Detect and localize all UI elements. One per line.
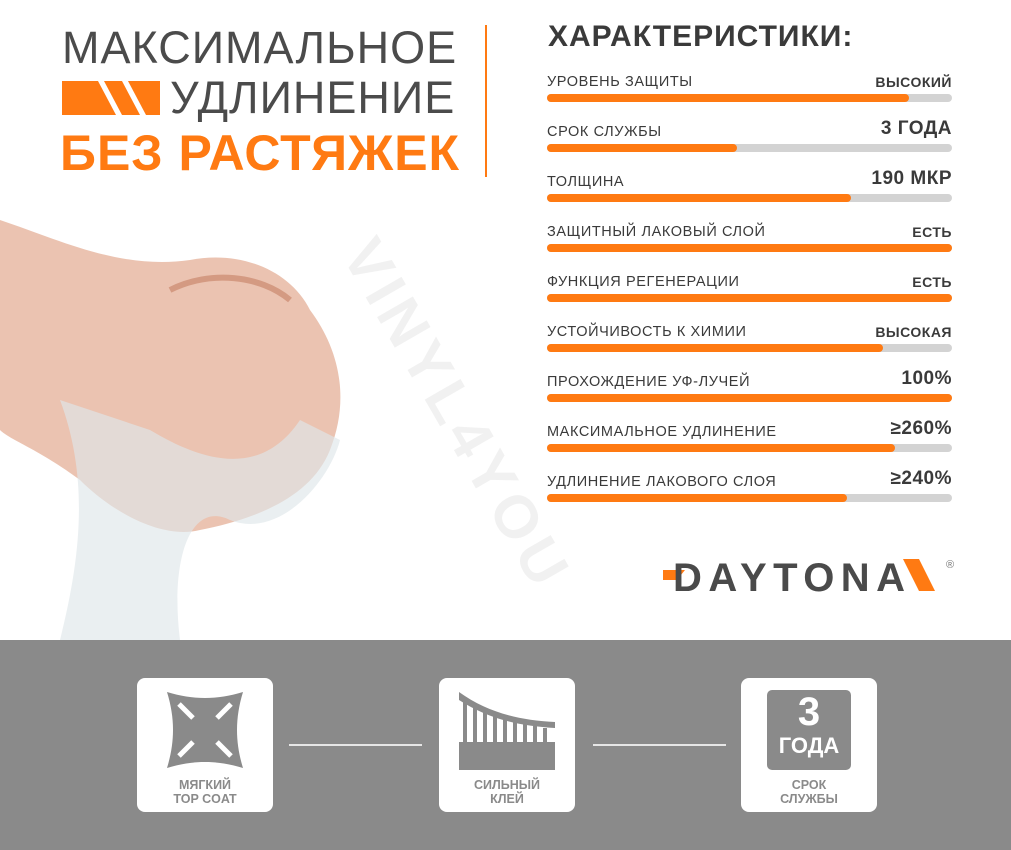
feature-caption: КЛЕЙ bbox=[490, 792, 524, 806]
stretch-arrows-icon bbox=[167, 692, 243, 768]
characteristic-row: СРОК СЛУЖБЫ 3 ГОДА bbox=[547, 112, 952, 152]
feature-caption: МЯГКИЙ bbox=[178, 778, 232, 792]
level-bar bbox=[547, 194, 952, 202]
level-bar-fill bbox=[547, 444, 896, 452]
connector-line bbox=[593, 744, 726, 746]
daytona-logo: DAYTONA ® bbox=[663, 556, 963, 600]
level-bar bbox=[547, 494, 952, 502]
badge-number: 3 bbox=[797, 690, 821, 734]
level-bar-fill bbox=[547, 94, 910, 102]
characteristic-row: ПРОХОЖДЕНИЕ УФ-ЛУЧЕЙ 100% bbox=[547, 362, 952, 402]
characteristic-value: 190 МКР bbox=[871, 168, 952, 189]
level-bar-fill bbox=[547, 494, 847, 502]
headline-line3: БЕЗ РАСТЯЖЕК bbox=[60, 125, 461, 181]
headline-line2: УДЛИНЕНИЕ bbox=[170, 72, 456, 123]
hand-image bbox=[0, 220, 341, 640]
characteristic-value: 100% bbox=[901, 368, 952, 389]
characteristic-value: ЕСТЬ bbox=[912, 274, 952, 290]
characteristic-value: ≥240% bbox=[890, 468, 952, 489]
logo-text: DAYTONA bbox=[673, 556, 905, 596]
level-bar bbox=[547, 244, 952, 252]
level-bar-fill bbox=[547, 394, 952, 402]
characteristic-label: ЗАЩИТНЫЙ ЛАКОВЫЙ СЛОЙ bbox=[547, 224, 766, 240]
level-bar bbox=[547, 394, 952, 402]
characteristic-label: ПРОХОЖДЕНИЕ УФ-ЛУЧЕЙ bbox=[547, 374, 751, 390]
feature-card-strong-adhesive: СИЛЬНЫЙ КЛЕЙ bbox=[439, 678, 575, 812]
stripes-icon bbox=[62, 81, 160, 115]
characteristic-label: МАКСИМАЛЬНОЕ УДЛИНЕНИЕ bbox=[547, 424, 777, 440]
characteristic-value: ВЫСОКАЯ bbox=[875, 324, 952, 340]
level-bar-fill bbox=[547, 144, 738, 152]
characteristic-row: ЗАЩИТНЫЙ ЛАКОВЫЙ СЛОЙ ЕСТЬ bbox=[547, 212, 952, 252]
level-bar bbox=[547, 444, 952, 452]
characteristic-row: УДЛИНЕНИЕ ЛАКОВОГО СЛОЯ ≥240% bbox=[547, 462, 952, 502]
characteristic-label: ФУНКЦИЯ РЕГЕНЕРАЦИИ bbox=[547, 274, 740, 290]
characteristics-title: ХАРАКТЕРИСТИКИ: bbox=[548, 20, 854, 53]
characteristic-row: ФУНКЦИЯ РЕГЕНЕРАЦИИ ЕСТЬ bbox=[547, 262, 952, 302]
adhesive-icon bbox=[459, 692, 555, 770]
characteristic-value: ВЫСОКИЙ bbox=[875, 74, 952, 90]
characteristic-value: ≥260% bbox=[890, 418, 952, 439]
level-bar bbox=[547, 144, 952, 152]
divider bbox=[485, 25, 487, 177]
registered-mark: ® bbox=[946, 559, 954, 571]
characteristic-label: СРОК СЛУЖБЫ bbox=[547, 124, 662, 140]
characteristic-row: УРОВЕНЬ ЗАЩИТЫ ВЫСОКИЙ bbox=[547, 62, 952, 102]
characteristic-row: МАКСИМАЛЬНОЕ УДЛИНЕНИЕ ≥260% bbox=[547, 412, 952, 452]
connector-line bbox=[289, 744, 422, 746]
level-bar bbox=[547, 344, 952, 352]
level-bar bbox=[547, 294, 952, 302]
feature-caption: СЛУЖБЫ bbox=[780, 792, 838, 806]
characteristic-label: УДЛИНЕНИЕ ЛАКОВОГО СЛОЯ bbox=[547, 474, 777, 490]
feature-card-soft-topcoat: МЯГКИЙ TOP COAT bbox=[137, 678, 273, 812]
badge-unit: ГОДА bbox=[778, 733, 840, 758]
feature-card-service-life: 3 ГОДА СРОК СЛУЖБЫ bbox=[741, 678, 877, 812]
characteristic-row: ТОЛЩИНА 190 МКР bbox=[547, 162, 952, 202]
level-bar-fill bbox=[547, 294, 952, 302]
feature-caption: TOP COAT bbox=[173, 792, 237, 806]
badge-icon: 3 ГОДА bbox=[767, 690, 851, 770]
characteristic-label: ТОЛЩИНА bbox=[547, 174, 625, 190]
characteristic-value: ЕСТЬ bbox=[912, 224, 952, 240]
feature-caption: СРОК bbox=[791, 778, 827, 792]
feature-caption: СИЛЬНЫЙ bbox=[473, 778, 540, 792]
characteristic-label: УСТОЙЧИВОСТЬ К ХИМИИ bbox=[547, 324, 747, 340]
characteristic-label: УРОВЕНЬ ЗАЩИТЫ bbox=[547, 74, 693, 90]
headline-line1: МАКСИМАЛЬНОЕ bbox=[62, 22, 458, 73]
level-bar-fill bbox=[547, 244, 952, 252]
level-bar-fill bbox=[547, 194, 851, 202]
level-bar bbox=[547, 94, 952, 102]
level-bar-fill bbox=[547, 344, 884, 352]
characteristic-value: 3 ГОДА bbox=[880, 118, 952, 139]
characteristic-row: УСТОЙЧИВОСТЬ К ХИМИИ ВЫСОКАЯ bbox=[547, 312, 952, 352]
